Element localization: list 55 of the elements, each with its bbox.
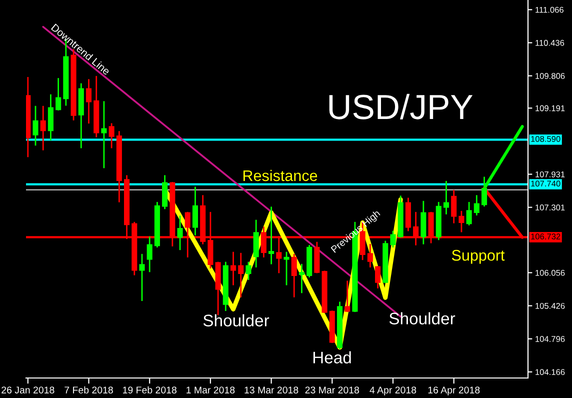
candlestick [101,101,107,168]
annotation: Shoulder [389,312,456,324]
annotation: Shoulder [203,314,270,326]
x-tick-label: 4 Apr 2018 [370,386,416,396]
candlestick [108,123,114,148]
candlestick [291,254,297,298]
candlestick [177,216,183,250]
candlestick [458,210,464,232]
candlestick [32,106,38,146]
y-tick-label: 110.436 [536,40,564,46]
candlestick [40,106,46,150]
candlestick [298,264,304,294]
x-tick-label: 26 Jan 2018 [2,386,54,394]
y-tick-label: 109.806 [536,73,565,79]
candlestick [246,262,252,280]
candlestick [284,252,290,286]
x-tick-label: 13 Mar 2018 [244,386,298,394]
x-tick-label: 19 Feb 2018 [123,386,176,394]
y-tick-label: 105.426 [536,302,565,309]
candlestick [238,252,244,298]
y-tick-label: 104.796 [536,336,565,342]
candlestick [268,206,274,264]
candlestick [86,79,92,124]
y-tick-label: 106.056 [536,270,565,276]
candlestick [146,236,152,272]
candlestick [344,280,350,312]
x-tick-label: 7 Feb 2018 [64,386,113,394]
candlestick [466,202,472,226]
candlestick [230,252,236,286]
candlestick [451,190,457,224]
candlestick [367,244,373,268]
y-tick-label: 104.166 [536,369,565,376]
annotation: Resistance [243,170,318,182]
candlestick [139,254,145,301]
candlestick [192,186,198,236]
y-tick-label: 107.931 [536,171,565,178]
annotation: Head [313,351,351,364]
ref-line-label: 107.740 [531,180,560,187]
text: USD/JPY [329,94,473,120]
ref-line-label: 108.590 [531,136,560,142]
x-tick-label: 1 Mar 2018 [186,386,235,394]
candlestick [56,78,62,110]
candlestick [375,266,381,288]
candlestick [48,94,54,140]
candlestick [162,175,168,210]
ref-line-label: 106.732 [531,234,560,240]
annotation: Support [452,250,505,264]
candlestick [474,195,480,216]
x-tick-label: 16 Apr 2018 [428,386,480,396]
candlestick [390,230,396,248]
candlestick [443,180,450,214]
y-tick-label: 107.301 [536,204,565,210]
y-tick-label: 109.191 [536,105,565,112]
x-tick-label: 23 Mar 2018 [305,386,360,394]
y-tick-label: 111.066 [536,6,564,13]
